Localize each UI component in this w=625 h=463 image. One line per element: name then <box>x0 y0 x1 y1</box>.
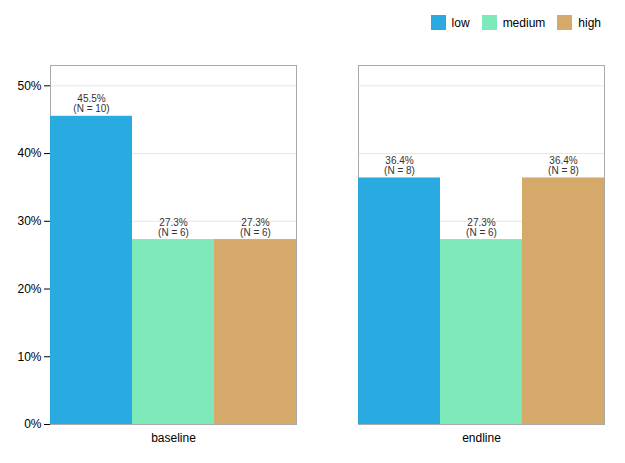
svg-text:50%: 50% <box>17 79 41 93</box>
svg-text:baseline: baseline <box>151 431 196 445</box>
svg-text:45.5%(N = 10): 45.5%(N = 10) <box>73 93 109 114</box>
html-text:high: high <box>578 15 601 30</box>
html-text:medium: medium <box>502 15 546 30</box>
svg-text:27.3%(N = 6): 27.3%(N = 6) <box>466 217 497 238</box>
svg-text:27.3%(N = 6): 27.3%(N = 6) <box>240 217 271 238</box>
svg-text:0%: 0% <box>24 417 42 431</box>
svg-text:27.3%(N = 6): 27.3%(N = 6) <box>158 217 189 238</box>
svg-text:10%: 10% <box>17 350 41 364</box>
svg-text:40%: 40% <box>17 146 41 160</box>
svg-text:36.4%(N = 8): 36.4%(N = 8) <box>548 155 579 176</box>
svg-text:endline: endline <box>462 431 501 445</box>
svg-text:30%: 30% <box>17 214 41 228</box>
svg-text:36.4%(N = 8): 36.4%(N = 8) <box>384 155 415 176</box>
html-text:low: low <box>451 15 470 30</box>
svg-text:20%: 20% <box>17 282 41 296</box>
